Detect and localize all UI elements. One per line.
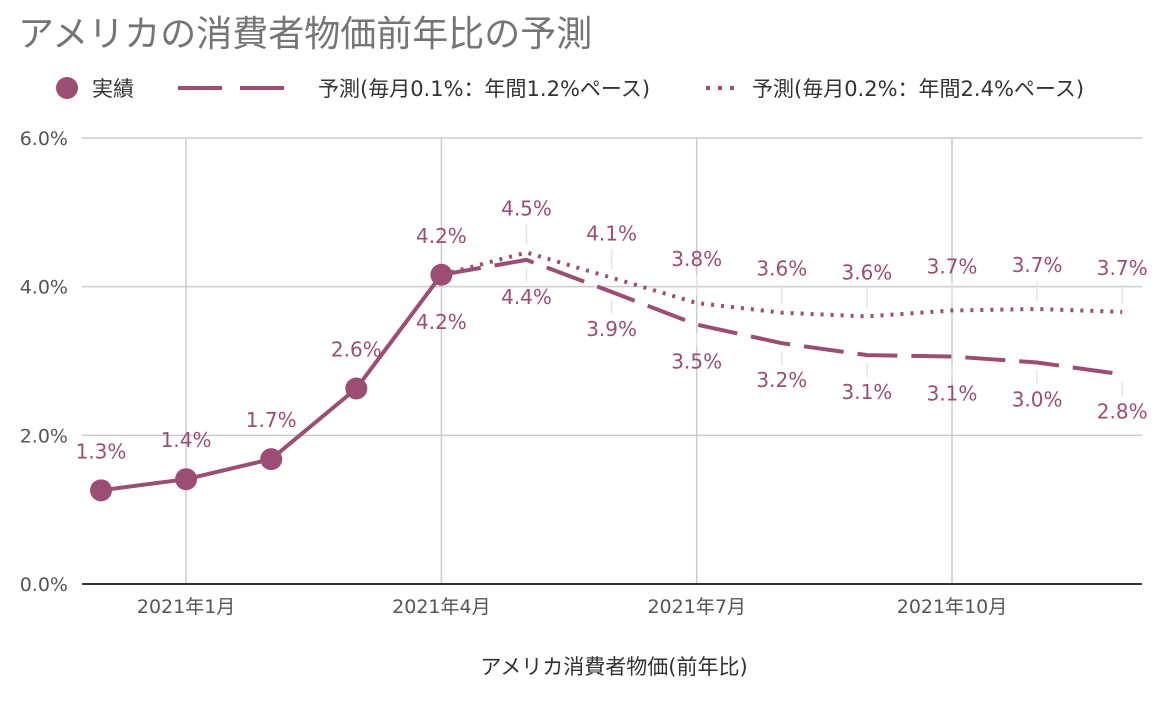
x-tick-label: 2021年4月 <box>392 596 490 618</box>
y-tick-label: 2.0% <box>20 425 68 447</box>
data-point <box>175 468 198 491</box>
data-label: 3.7% <box>927 254 978 278</box>
data-label: 4.5% <box>501 196 552 220</box>
legend-label-forecast-dotted: 予測(毎月0.2%：年間2.4%ペース) <box>752 77 1084 101</box>
data-label: 4.1% <box>586 222 637 246</box>
x-tick-label: 2021年7月 <box>647 596 745 618</box>
x-tick-label: 2021年10月 <box>897 596 1008 618</box>
grid <box>82 137 1142 584</box>
data-label: 3.7% <box>1097 256 1148 280</box>
x-axis: 2021年1月 2021年4月 2021年7月 2021年10月 <box>82 583 1142 618</box>
legend: 実績 予測(毎月0.1%：年間1.2%ペース) 予測(毎月0.2%：年間2.4%… <box>56 77 1084 101</box>
data-label: 4.4% <box>501 285 552 309</box>
data-label: 1.3% <box>76 439 127 463</box>
data-label: 3.1% <box>841 380 892 404</box>
y-tick-label: 6.0% <box>20 128 68 150</box>
data-label: 3.5% <box>671 350 722 374</box>
data-labels: 1.3% 1.4% 1.7% 2.6% 4.2% 4.2% 4.4% 3.9% 3.5% 3.2%… <box>76 196 1148 463</box>
data-point <box>260 448 283 471</box>
data-label: 3.0% <box>1012 387 1063 411</box>
data-point <box>90 479 112 502</box>
data-label: 1.7% <box>246 408 297 432</box>
y-tick-label: 4.0% <box>20 277 68 299</box>
x-axis-title: アメリカ消費者物価(前年比) <box>480 655 747 679</box>
data-label: 3.9% <box>586 317 637 341</box>
data-label: 2.6% <box>331 338 382 362</box>
legend-label-forecast-dashed: 予測(毎月0.1%：年間1.2%ペース) <box>318 77 650 101</box>
series-line-1 <box>441 257 1123 377</box>
legend-label-actual: 実績 <box>92 77 134 101</box>
data-label: 3.6% <box>841 260 892 284</box>
data-label: 3.6% <box>756 257 807 281</box>
x-tick-label: 2021年1月 <box>137 596 235 618</box>
data-label: 4.2% <box>416 224 467 248</box>
y-tick-label: 0.0% <box>20 574 68 596</box>
data-point <box>345 377 368 400</box>
data-label: 3.8% <box>671 247 722 271</box>
series-layer <box>90 250 1123 502</box>
legend-marker-actual <box>56 77 78 99</box>
chart-title: アメリカの消費者物価前年比の予測 <box>18 14 592 55</box>
data-label: 2.8% <box>1097 399 1148 423</box>
data-label: 1.4% <box>161 428 212 452</box>
data-label: 3.1% <box>927 382 978 406</box>
data-label: 3.7% <box>1012 253 1063 277</box>
series-line-2 <box>440 250 1123 319</box>
y-axis: 0.0% 2.0% 4.0% 6.0% <box>20 128 68 596</box>
data-label: 4.2% <box>416 310 467 334</box>
data-label: 3.2% <box>756 368 807 392</box>
